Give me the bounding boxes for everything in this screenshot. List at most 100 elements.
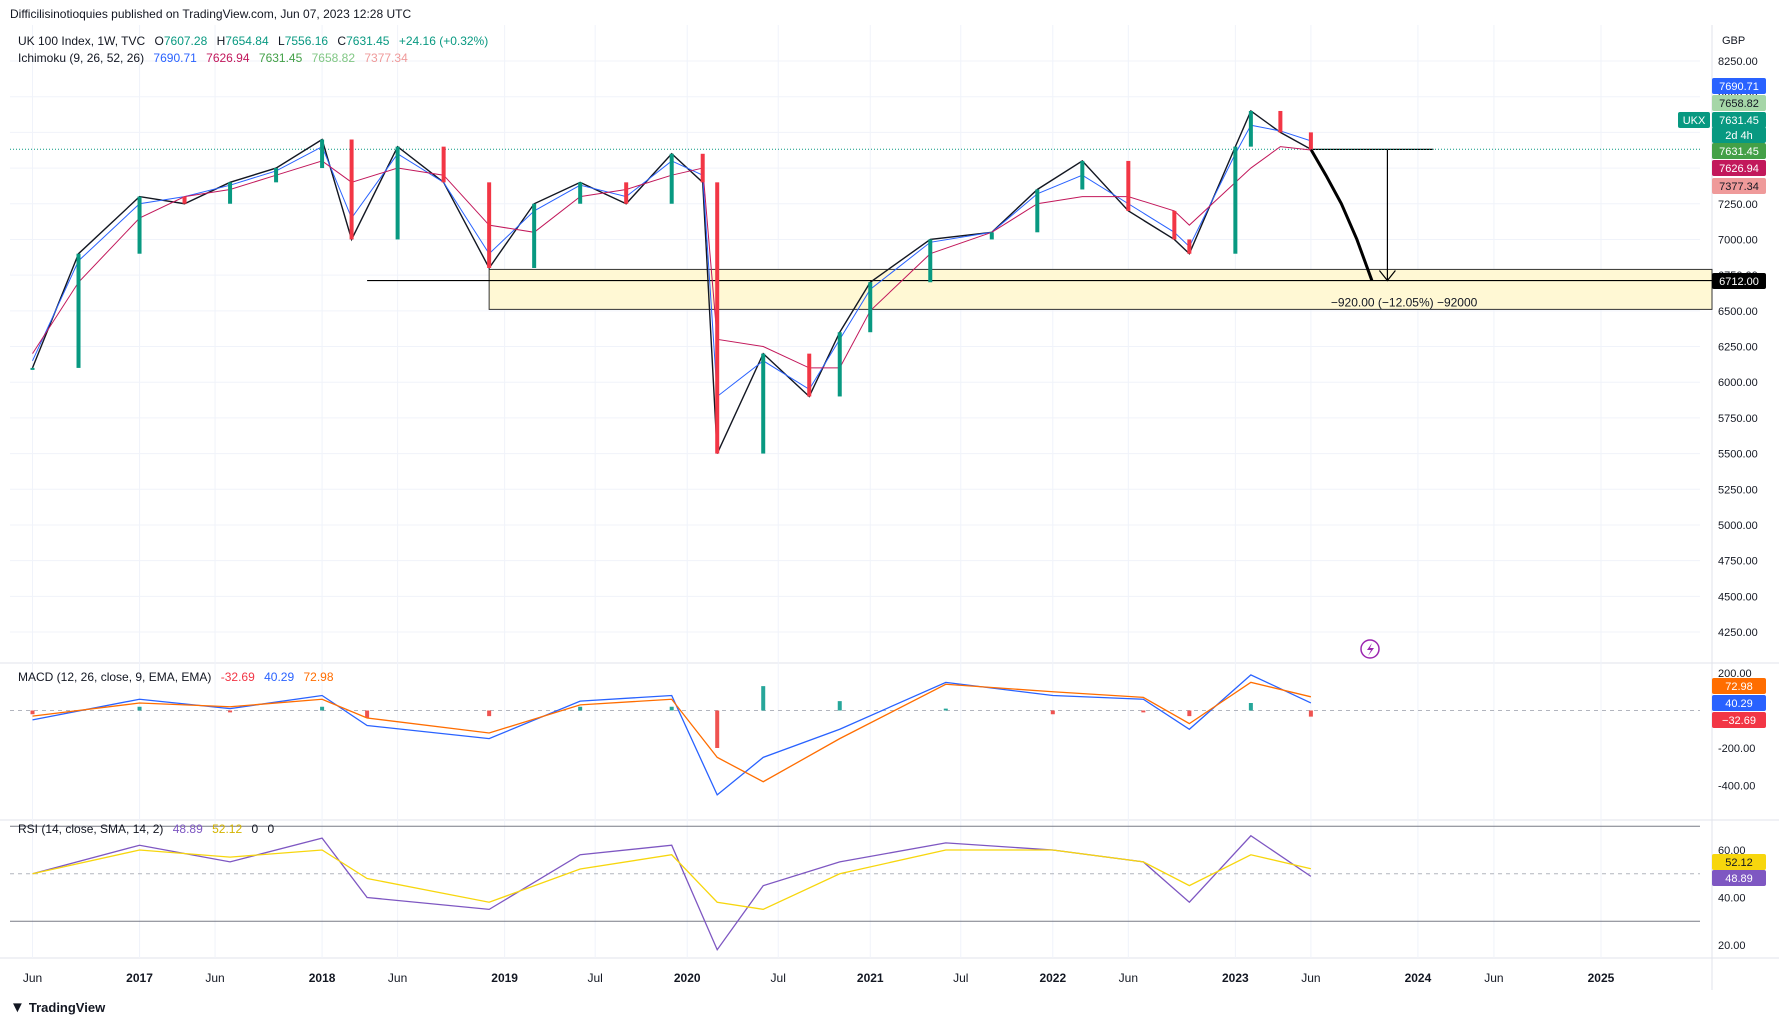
legend-rsi: RSI (14, close, SMA, 14, 2) 48.89 52.12 … <box>18 822 280 836</box>
rsi-tick-label: 20.00 <box>1718 940 1746 952</box>
price-badge[interactable]: 7658.82 <box>1712 95 1766 111</box>
price-tick-label: 7000.00 <box>1718 234 1758 246</box>
macd-histogram-bar <box>228 710 233 713</box>
macd-histogram-bar <box>837 701 842 711</box>
time-tick-label[interactable]: Jun <box>205 971 224 985</box>
price-badge-bg <box>1712 273 1766 289</box>
rsi-value: 48.89 <box>172 822 203 836</box>
rsi-badge[interactable]: 48.89 <box>1712 870 1766 886</box>
change-value: +24.16 (+0.32%) <box>398 34 489 48</box>
price-badge-bg <box>1712 160 1766 176</box>
chikou-value: 7631.45 <box>258 51 303 65</box>
series-kijun <box>32 146 1311 369</box>
measure-arrow-icon <box>1378 270 1396 282</box>
macd-series-signal <box>32 681 1312 783</box>
price-candle <box>578 182 583 204</box>
price-candle <box>1187 239 1192 254</box>
price-tick-label: 7250.00 <box>1718 199 1758 211</box>
time-tick-label[interactable]: Jun <box>388 971 407 985</box>
price-badge-text: 7626.94 <box>1719 163 1759 175</box>
price-candle <box>1248 110 1253 147</box>
macd-histogram-bar <box>578 706 583 711</box>
price-tick-label: 5500.00 <box>1718 449 1758 461</box>
price-candle <box>30 367 35 370</box>
price-candle <box>76 253 81 368</box>
macd-label[interactable]: MACD (12, 26, close, 9, EMA, EMA) <box>18 670 212 684</box>
macd-tick-label: -200.00 <box>1718 743 1755 755</box>
time-tick-label[interactable]: Jun <box>1484 971 1503 985</box>
price-candle <box>1233 146 1238 254</box>
price-badge[interactable]: 7377.34 <box>1712 178 1766 194</box>
tradingview-brand[interactable]: ▼ TradingView <box>10 999 105 1016</box>
lightning-icon-ring <box>1360 639 1380 659</box>
price-badge[interactable]: 7626.94 <box>1712 160 1766 176</box>
macd-badge[interactable]: −32.69 <box>1712 712 1766 728</box>
time-tick-label[interactable]: Jul <box>953 971 968 985</box>
macd-tick-label: -400.00 <box>1718 781 1755 793</box>
rsi-tick-label: 40.00 <box>1718 893 1746 905</box>
symbol-label[interactable]: UK 100 Index, 1W, TVC <box>18 34 146 48</box>
macd-badge-bg <box>1712 678 1766 694</box>
rsi-series-rsi-sma <box>32 849 1312 911</box>
time-tick-label[interactable]: Jul <box>771 971 786 985</box>
time-tick-label[interactable]: Jun <box>1301 971 1320 985</box>
time-tick-label[interactable]: 2024 <box>1405 971 1432 985</box>
rsi-badge-bg <box>1712 870 1766 886</box>
series-close <box>31 109 1312 454</box>
price-candle <box>182 196 187 204</box>
macd-badge[interactable]: 72.98 <box>1712 678 1766 694</box>
macd-series-macd <box>32 674 1312 796</box>
macd-histogram-bar <box>943 708 948 711</box>
price-badge[interactable]: 7631.45 <box>1712 143 1766 159</box>
time-tick-label[interactable]: 2017 <box>126 971 153 985</box>
price-candle <box>807 353 812 397</box>
price-tick-label: 5000.00 <box>1718 520 1758 532</box>
macd-badge[interactable]: 40.29 <box>1712 695 1766 711</box>
rsi-label[interactable]: RSI (14, close, SMA, 14, 2) <box>18 822 164 836</box>
price-tick-label: 6000.00 <box>1718 377 1758 389</box>
macd-badge-text: 40.29 <box>1725 698 1753 710</box>
macd-badge-bg <box>1712 695 1766 711</box>
open-value: 7607.28 <box>163 34 208 48</box>
time-tick-label[interactable]: 2019 <box>491 971 518 985</box>
high-label: H <box>216 34 226 48</box>
price-tick-label: 4500.00 <box>1718 591 1758 603</box>
projected-path <box>1309 148 1374 282</box>
price-badge[interactable]: 6712.00 <box>1712 273 1766 289</box>
rsi-badge-bg <box>1712 854 1766 870</box>
price-candle <box>1172 210 1177 240</box>
price-tick-label: 4250.00 <box>1718 627 1758 639</box>
publish-line: Difficilisinotioquies published on Tradi… <box>10 7 412 21</box>
price-badge[interactable]: 2d 4h <box>1712 127 1766 143</box>
measure-label: −920.00 (−12.05%) −92000 <box>1331 296 1478 310</box>
ukx-badge-text: UKX <box>1683 115 1706 127</box>
price-badge-bg <box>1712 95 1766 111</box>
price-candle <box>137 196 142 254</box>
price-badge-bg <box>1712 143 1766 159</box>
rsi-badge[interactable]: 52.12 <box>1712 854 1766 870</box>
time-tick-label[interactable]: Jun <box>23 971 42 985</box>
price-candle <box>1278 110 1283 133</box>
time-tick-label[interactable]: 2018 <box>309 971 336 985</box>
price-badge-text: 7377.34 <box>1719 181 1759 193</box>
time-tick-label[interactable]: Jul <box>588 971 603 985</box>
price-badge[interactable]: 7690.71 <box>1712 78 1766 94</box>
time-tick-label[interactable]: 2021 <box>857 971 884 985</box>
price-candle <box>1080 160 1085 190</box>
time-tick-label[interactable]: 2023 <box>1222 971 1249 985</box>
ichimoku-label[interactable]: Ichimoku (9, 26, 52, 26) <box>18 51 145 65</box>
macd-histogram-bar <box>1187 710 1192 717</box>
price-badge[interactable]: 7631.45 <box>1712 112 1766 128</box>
macd-histogram-bar <box>320 706 325 711</box>
time-tick-label[interactable]: 2020 <box>674 971 701 985</box>
time-tick-label[interactable]: 2022 <box>1039 971 1066 985</box>
macd-histogram-bar <box>669 706 674 711</box>
price-badge-text: 7690.71 <box>1719 81 1759 93</box>
macd-histogram-bar <box>30 710 35 715</box>
rsi-badge-text: 48.89 <box>1725 873 1753 885</box>
time-tick-label[interactable]: 2025 <box>1588 971 1615 985</box>
price-badge-bg <box>1712 78 1766 94</box>
time-tick-label[interactable]: Jun <box>1119 971 1138 985</box>
low-value: 7556.16 <box>284 34 329 48</box>
